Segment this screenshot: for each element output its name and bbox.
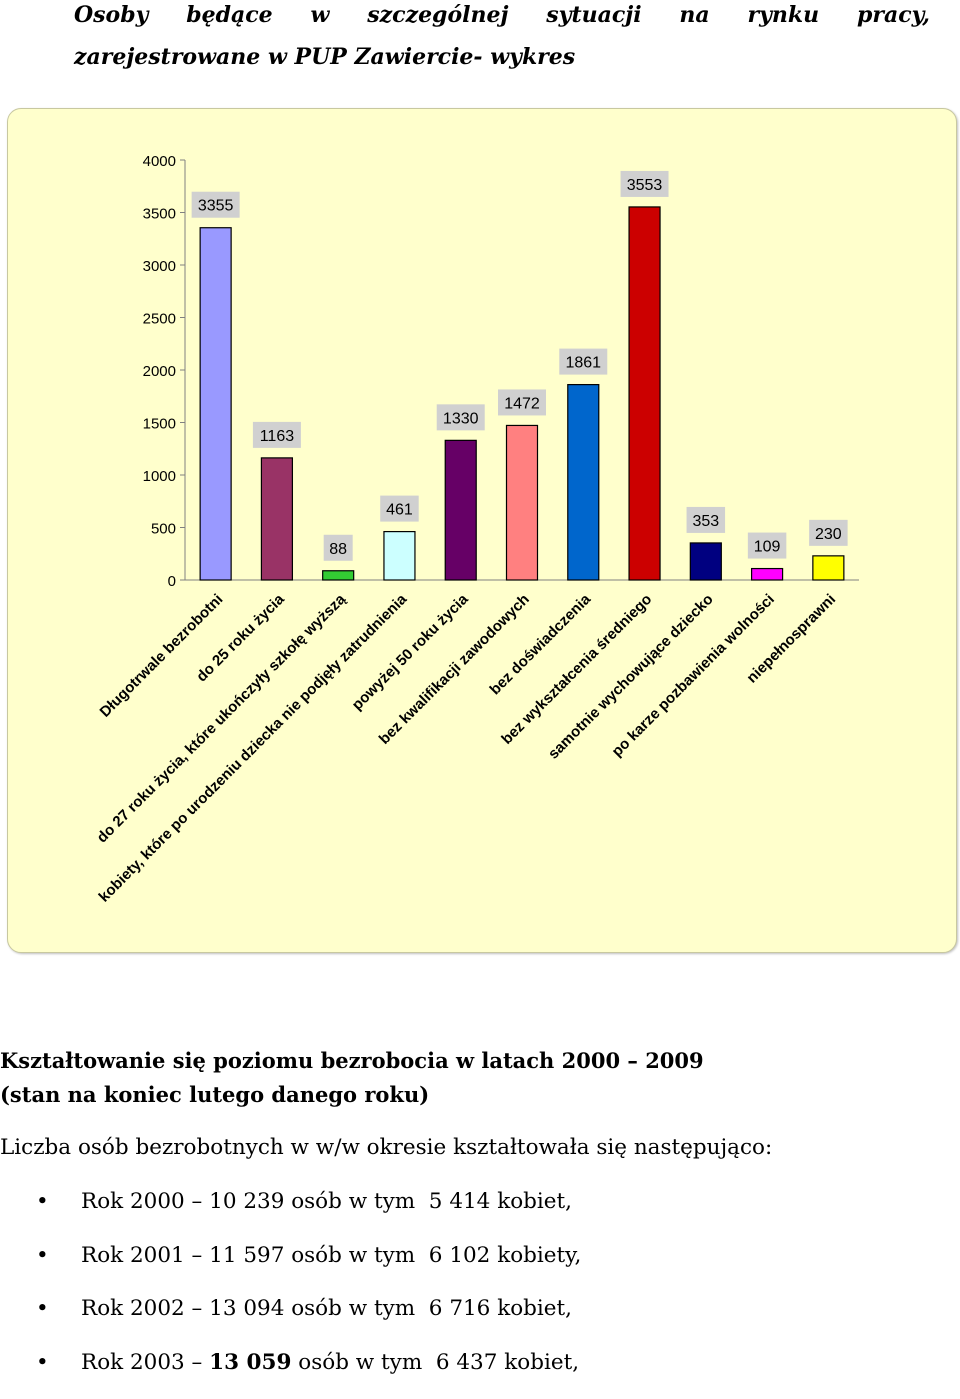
data-label: 1861 — [565, 355, 601, 372]
bar-chart: 0 500 1000 1500 2000 2500 3000 3500 4000 3355 Dług… — [8, 109, 956, 952]
list-item-text: Rok 2000 – 10 239 osób w tym 5 414 kobie… — [81, 1185, 572, 1219]
bar — [629, 207, 660, 580]
list-item: • Rok 2002 – 13 094 osób w tym 6 716 kob… — [0, 1292, 960, 1346]
bar — [690, 543, 721, 580]
list-item-text: Rok 2001 – 11 597 osób w tym 6 102 kobie… — [81, 1239, 581, 1273]
list-item: • Rok 2001 – 11 597 osób w tym 6 102 kob… — [0, 1239, 960, 1293]
document-heading: Osoby będące w szczególnej sytuacji na r… — [74, 0, 930, 78]
heading-line-2: zarejestrowane w PUP Zawiercie- wykres — [74, 36, 930, 78]
y-tick-label: 2000 — [143, 363, 176, 380]
section-title-line-2: (stan na koniec lutego danego roku) — [0, 1078, 960, 1112]
y-tick-label: 4000 — [143, 153, 176, 170]
y-tick-label: 1500 — [143, 416, 176, 433]
heading-word: Osoby — [74, 0, 148, 36]
section-title-line-1: Kształtowanie się poziomu bezrobocia w l… — [0, 1044, 960, 1078]
bullet-icon: • — [36, 1239, 49, 1273]
bar — [752, 569, 783, 580]
heading-word: pracy, — [857, 0, 930, 36]
bar — [445, 440, 476, 580]
category-label: do 27 roku życia, które ukończyły szkołę… — [94, 590, 350, 846]
bullet-icon: • — [36, 1292, 49, 1326]
bar — [507, 425, 538, 580]
data-label: 1330 — [443, 410, 479, 427]
bar — [200, 228, 231, 580]
y-tick-label: 3000 — [143, 258, 176, 275]
data-label: 230 — [815, 526, 842, 543]
list-item: • Rok 2003 – 13 059 osób w tym 6 437 kob… — [0, 1346, 960, 1399]
bar — [323, 571, 354, 580]
y-tick-label: 3500 — [143, 206, 176, 223]
category-label: bez doświadczenia — [487, 590, 595, 698]
heading-word: rynku — [748, 0, 820, 36]
y-tick-label: 0 — [168, 573, 176, 590]
bar — [813, 556, 844, 580]
y-tick-label: 500 — [151, 521, 176, 538]
heading-word: sytuacji — [546, 0, 641, 36]
heading-word: szczególnej — [367, 0, 508, 36]
y-tick-label: 2500 — [143, 311, 176, 328]
section-title: Kształtowanie się poziomu bezrobocia w l… — [0, 1044, 960, 1112]
bar-chart-panel: 0 500 1000 1500 2000 2500 3000 3500 4000 3355 Dług… — [7, 108, 957, 953]
bar — [384, 532, 415, 580]
data-label: 3355 — [198, 198, 234, 215]
heading-word: na — [679, 0, 709, 36]
bar — [261, 458, 292, 580]
intro-paragraph: Liczba osób bezrobotnych w w/w okresie k… — [0, 1131, 960, 1165]
category-label: powyżej 50 roku życia — [349, 590, 472, 713]
bar — [568, 385, 599, 580]
data-label: 353 — [692, 513, 719, 530]
data-label: 461 — [386, 502, 413, 519]
bullet-icon: • — [36, 1185, 49, 1219]
heading-line-1: Osoby będące w szczególnej sytuacji na r… — [74, 0, 930, 36]
list-item-text: Rok 2003 – 13 059 osób w tym 6 437 kobie… — [81, 1346, 579, 1380]
heading-word: w — [311, 0, 330, 36]
category-label: kobiety, które po urodzeniu dziecka nie … — [96, 590, 411, 905]
list-item-text: Rok 2002 – 13 094 osób w tym 6 716 kobie… — [81, 1292, 572, 1326]
heading-word: będące — [186, 0, 272, 36]
year-list: • Rok 2000 – 10 239 osób w tym 5 414 kob… — [0, 1185, 960, 1399]
y-tick-label: 1000 — [143, 468, 176, 485]
data-label: 1163 — [260, 428, 295, 445]
data-label: 88 — [329, 541, 347, 558]
list-item: • Rok 2000 – 10 239 osób w tym 5 414 kob… — [0, 1185, 960, 1239]
category-label: Długotrwale bezrobotni — [97, 591, 227, 721]
data-label: 109 — [754, 539, 781, 556]
data-label: 1472 — [504, 395, 540, 412]
bullet-icon: • — [36, 1346, 49, 1380]
data-label: 3553 — [627, 177, 663, 194]
